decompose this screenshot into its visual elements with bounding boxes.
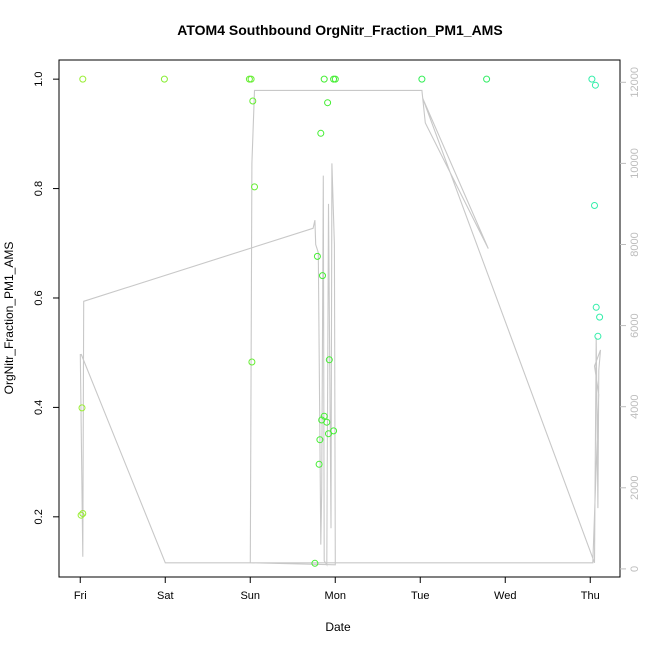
plot-area: [58, 59, 621, 578]
data-point: [320, 75, 328, 83]
y-tick-label: 0.2: [33, 509, 45, 524]
data-point: [160, 75, 168, 83]
x-tick-label: Sat: [157, 590, 174, 602]
data-point: [319, 272, 326, 280]
y2-tick-label: 4000: [629, 394, 641, 418]
data-point: [596, 313, 604, 321]
x-tick-label: Tue: [411, 590, 430, 602]
y-tick-label: 0.8: [33, 181, 45, 196]
points-layer: [77, 75, 604, 567]
data-point: [591, 202, 598, 209]
data-point: [592, 303, 600, 311]
secondary-series-layer: [79, 89, 602, 567]
x-axis: Fri Sat Sun Mon Tue Wed Thu: [74, 576, 600, 602]
data-point: [594, 332, 602, 340]
data-point: [324, 99, 332, 107]
y-tick-label: 0.4: [33, 400, 45, 415]
data-point: [317, 129, 325, 137]
secondary-series-line: [79, 89, 602, 567]
data-point: [79, 75, 87, 83]
data-point: [316, 436, 324, 444]
data-point: [249, 97, 257, 105]
data-point: [331, 75, 339, 83]
y-axis-label: OrgNitr_Fraction_PM1_AMS: [2, 242, 16, 395]
data-point: [325, 430, 332, 438]
y2-tick-label: 8000: [629, 232, 641, 256]
data-point: [248, 358, 256, 366]
chart-title: ATOM4 Southbound OrgNitr_Fraction_PM1_AM…: [177, 22, 502, 38]
y2-tick-label: 12000: [629, 67, 641, 98]
data-point: [78, 404, 86, 412]
x-tick-label: Sun: [240, 590, 260, 602]
data-point: [330, 427, 338, 435]
data-point: [79, 510, 87, 517]
y2-tick-label: 0: [629, 566, 641, 572]
data-point: [418, 75, 426, 83]
x-tick-label: Mon: [325, 590, 346, 602]
y-tick-label: 0.6: [33, 290, 45, 305]
data-point: [313, 252, 321, 260]
x-tick-label: Fri: [74, 590, 87, 602]
data-point: [323, 418, 331, 426]
x-axis-label: Date: [325, 620, 351, 634]
x-tick-label: Thu: [581, 590, 600, 602]
data-point: [325, 356, 333, 364]
data-point: [483, 75, 491, 83]
data-point: [247, 75, 255, 83]
y2-tick-label: 6000: [629, 313, 641, 337]
y2-axis: 0 2000 4000 6000 8000 10000 12000: [620, 67, 641, 572]
y2-tick-label: 2000: [629, 476, 641, 500]
x-tick-label: Wed: [494, 590, 516, 602]
data-point: [251, 183, 258, 191]
y-tick-label: 1.0: [33, 71, 45, 86]
data-point: [315, 460, 323, 468]
y-axis: 0.2 0.4 0.6 0.8 1.0: [33, 71, 59, 524]
data-point: [320, 412, 328, 420]
data-point: [588, 75, 596, 83]
y2-tick-label: 10000: [629, 148, 641, 179]
plot-frame: [58, 59, 621, 578]
data-point: [311, 559, 319, 567]
data-point: [591, 81, 599, 89]
data-point: [77, 511, 85, 519]
